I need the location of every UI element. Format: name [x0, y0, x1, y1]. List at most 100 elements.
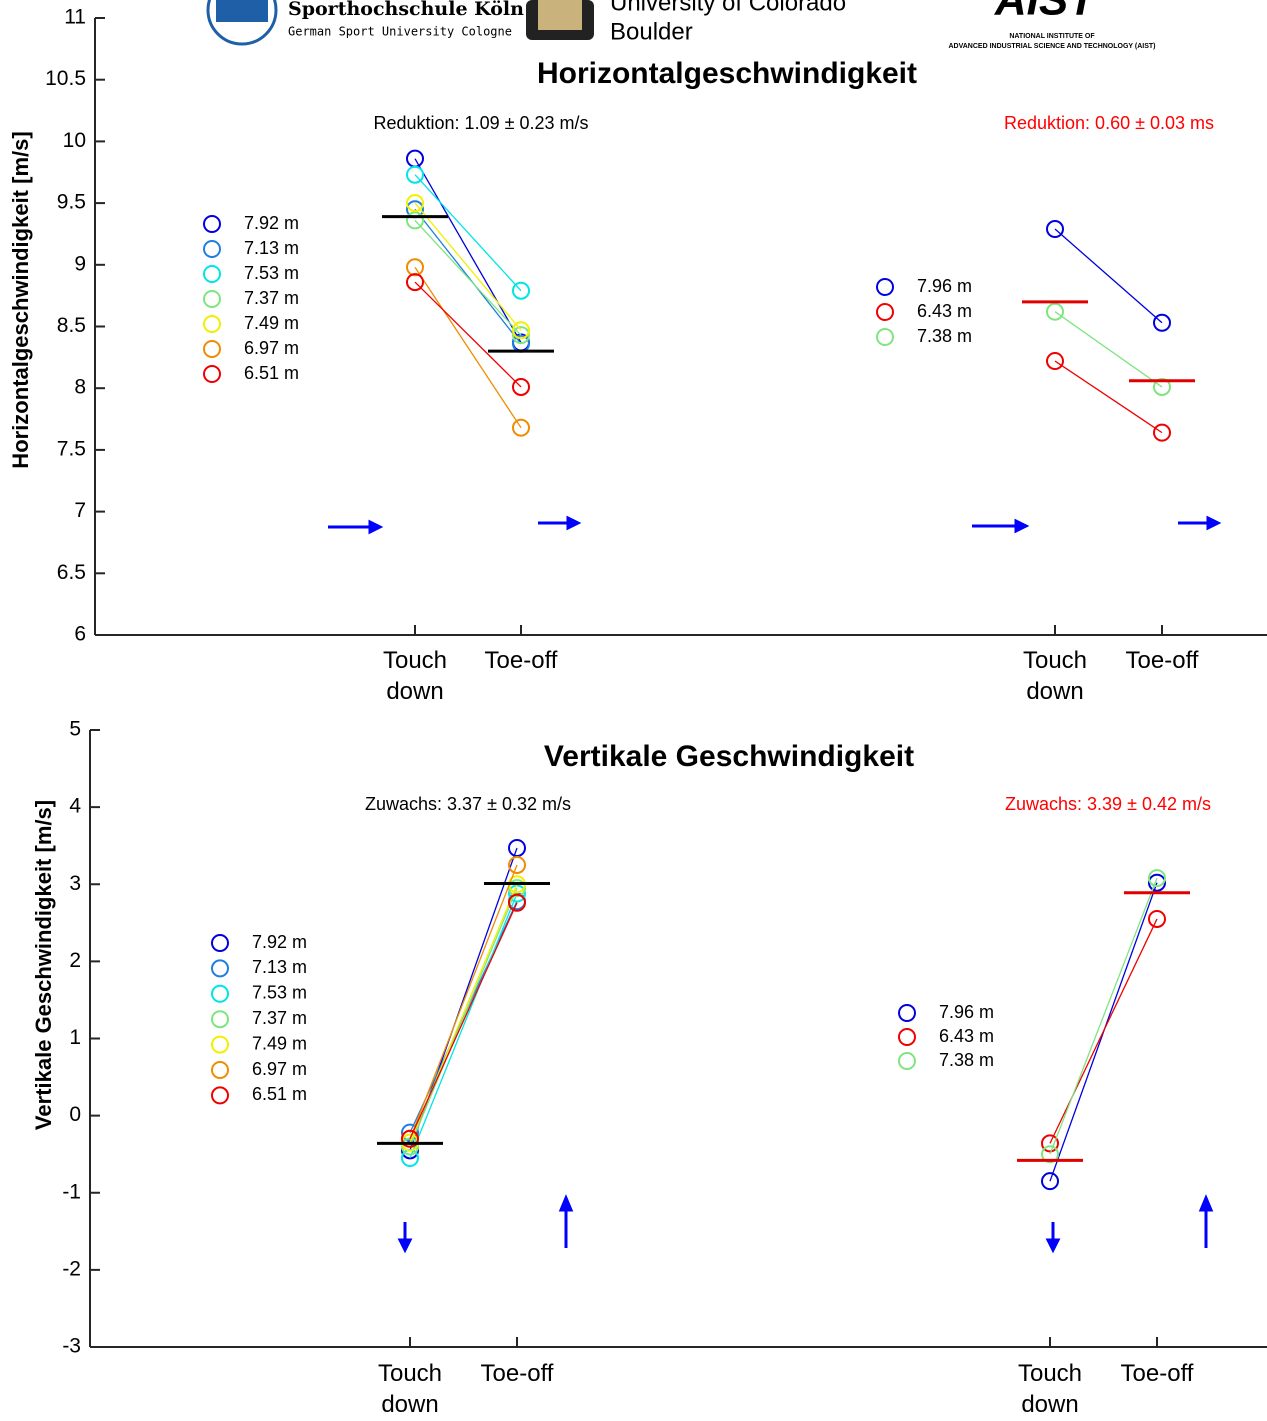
legend-marker [203, 265, 221, 283]
legend-marker [898, 1028, 916, 1046]
data-point [401, 1129, 419, 1148]
x-tick-label: Touch down [1022, 647, 1088, 705]
data-point [406, 211, 424, 230]
legend-label: 7.53 m [252, 983, 307, 1003]
data-point [512, 326, 530, 345]
legend-label: 7.38 m [939, 1050, 994, 1070]
logo-aist: AIST NATIONAL INSTITUTE OF ADVANCED INDU… [948, 0, 1155, 50]
legend-marker [211, 984, 229, 1003]
legend-label: 7.13 m [244, 238, 299, 258]
arrow-head [1045, 1238, 1061, 1254]
y-tick-label: 7.5 [57, 437, 86, 460]
legend-label: 7.13 m [252, 957, 307, 977]
data-point [512, 321, 530, 340]
legend-marker [876, 328, 894, 346]
logo-emblem [216, 0, 268, 22]
legend-marker [203, 290, 221, 308]
logo-text: ADVANCED INDUSTRIAL SCIENCE AND TECHNOLO… [948, 43, 1155, 50]
legend-label: 6.51 m [252, 1084, 307, 1104]
legend-marker [203, 340, 221, 358]
y-tick-label: 10.5 [45, 67, 86, 90]
legend-marker [211, 959, 229, 978]
logo-emblem [538, 0, 582, 30]
data-point [512, 377, 530, 396]
series-line [414, 266, 522, 429]
legend-marker [211, 1010, 229, 1029]
series-line [414, 202, 522, 331]
legend-label: 7.92 m [244, 213, 299, 233]
series-line [414, 281, 522, 388]
legend-marker [211, 1061, 229, 1079]
data-point [1046, 220, 1064, 239]
legend-label: 6.51 m [244, 363, 299, 383]
series-line [409, 864, 518, 1139]
logo-text: German Sport University Cologne [288, 25, 512, 39]
data-point [1148, 869, 1166, 888]
x-tick-label: Touch down [377, 1360, 443, 1418]
data-point [1041, 1172, 1059, 1191]
logo-dshs: Sporthochschule Köln German Sport Univer… [206, 0, 524, 46]
chart-title: Horizontalgeschwindigkeit [537, 57, 917, 90]
y-tick-label: 1 [69, 1026, 81, 1049]
data-point [1153, 423, 1171, 442]
data-point [1041, 1145, 1059, 1164]
y-tick-label: -2 [62, 1257, 81, 1280]
series-line [409, 893, 518, 1159]
data-point [1148, 873, 1166, 892]
y-tick-label: 8 [74, 376, 86, 399]
arrow-head [1206, 515, 1222, 531]
x-tick-label: Touch down [1017, 1360, 1083, 1418]
chart-title: Vertikale Geschwindigkeit [544, 740, 914, 773]
logo-text: Sporthochschule Köln [288, 0, 524, 20]
y-tick-label: 0 [69, 1103, 81, 1126]
legend-marker [203, 215, 221, 233]
series-line [1049, 877, 1158, 1155]
data-point [1153, 377, 1171, 396]
y-tick-label: 10 [63, 129, 86, 152]
legend-marker [211, 1035, 229, 1054]
arrow-head [1014, 518, 1030, 534]
data-point [508, 855, 526, 874]
legend-label: 6.97 m [244, 338, 299, 358]
legend-marker [898, 1004, 916, 1022]
legend-marker [203, 365, 221, 383]
annotation: Zuwachs: 3.37 ± 0.32 m/s [365, 794, 571, 814]
legend-marker [211, 1086, 229, 1105]
x-tick-label: Toe-off [1125, 647, 1199, 674]
series-line [1049, 918, 1158, 1144]
y-tick-label: 5 [69, 718, 81, 741]
logo-emblem [206, 0, 278, 46]
data-point [508, 893, 526, 912]
legend-marker [211, 934, 229, 952]
legend-marker [203, 315, 221, 333]
data-point [401, 1123, 419, 1142]
data-point [512, 418, 530, 437]
x-tick-label: Toe-off [484, 647, 558, 674]
arrow-head [558, 1194, 574, 1212]
data-point [512, 281, 530, 300]
arrow-head [368, 519, 384, 535]
y-tick-label: 6 [74, 623, 86, 646]
legend-label: 6.43 m [939, 1026, 994, 1046]
legend-marker [898, 1052, 916, 1070]
arrow-head [397, 1238, 413, 1254]
legend-marker [876, 303, 894, 321]
y-tick-label: 2 [69, 949, 81, 972]
legend-marker [203, 240, 221, 258]
x-tick-label: Toe-off [1120, 1360, 1194, 1387]
annotation: Reduktion: 0.60 ± 0.03 ms [1004, 113, 1214, 133]
legend-label: 7.96 m [917, 276, 972, 296]
series-line [414, 208, 522, 345]
series-line [1054, 228, 1163, 324]
y-tick-label: -3 [62, 1335, 81, 1358]
y-tick-label: 9 [74, 252, 86, 275]
legend-label: 7.96 m [939, 1002, 994, 1022]
data-point [1153, 313, 1171, 332]
legend-marker [876, 278, 894, 296]
data-point [1046, 352, 1064, 371]
y-tick-label: 11 [64, 6, 86, 29]
y-axis-label: Horizontalgeschwindigkeit [m/s] [8, 131, 33, 468]
legend-label: 7.49 m [244, 313, 299, 333]
legend-label: 6.43 m [917, 301, 972, 321]
series-line [414, 219, 522, 336]
